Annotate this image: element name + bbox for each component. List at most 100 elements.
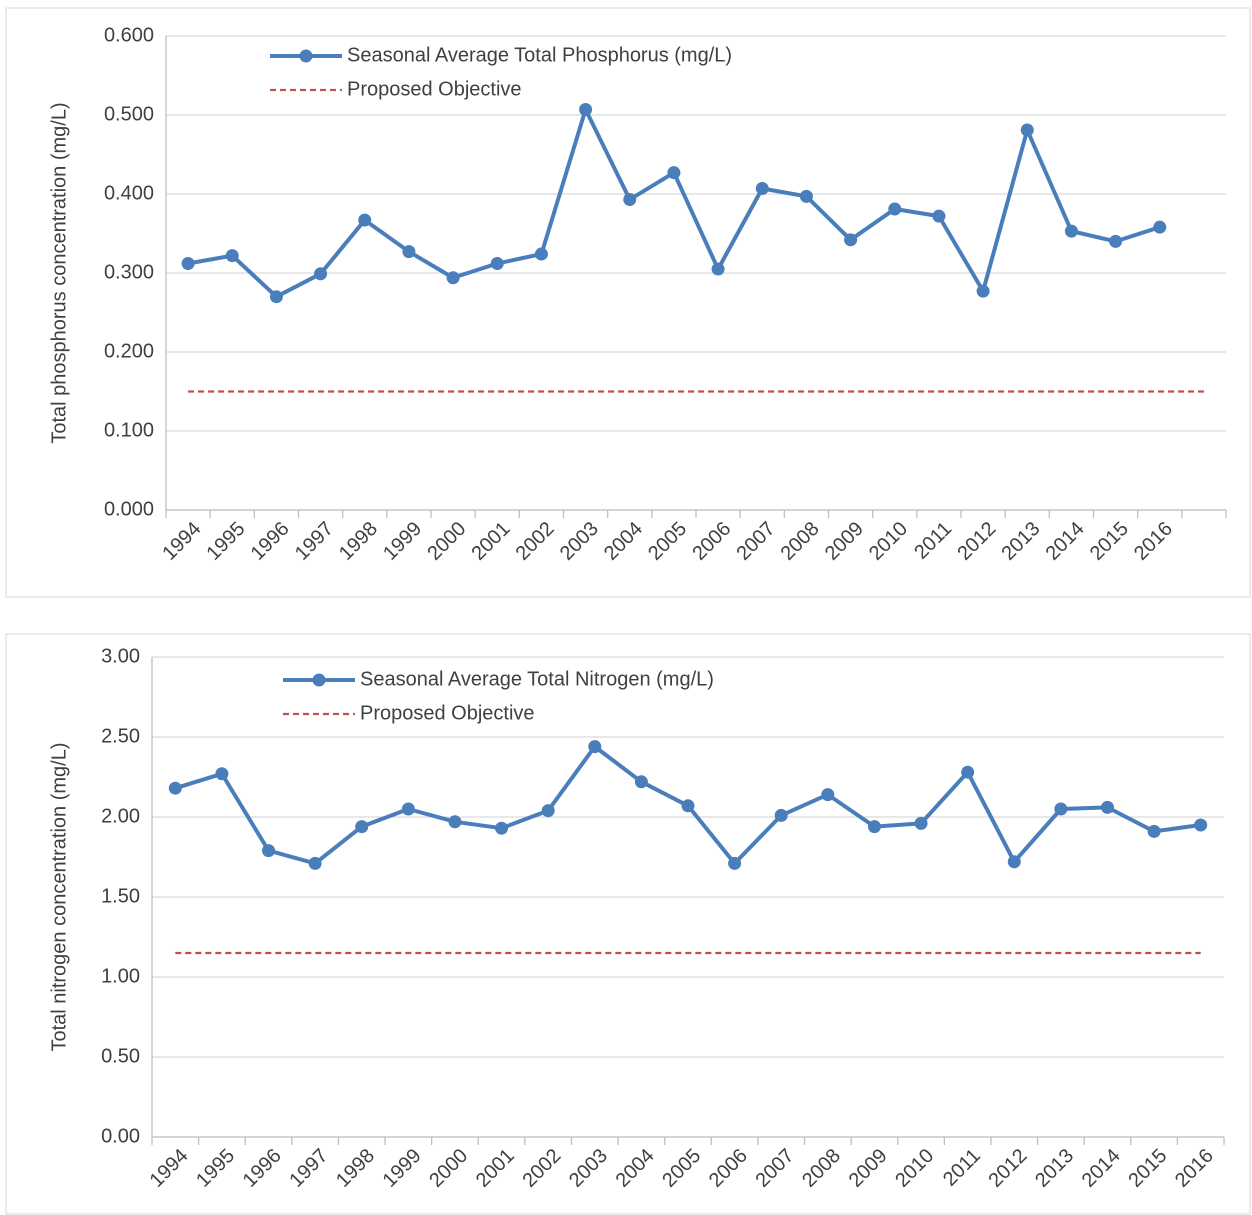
- x-tick-label: 2005: [658, 1145, 705, 1192]
- x-tick-label: 2000: [423, 518, 470, 565]
- y-tick-label: 0.300: [104, 261, 154, 283]
- data-point: [1020, 123, 1034, 137]
- data-point: [355, 820, 369, 834]
- x-tick-label: 2016: [1171, 1145, 1218, 1192]
- legend-marker: [299, 49, 313, 63]
- data-point: [728, 856, 742, 870]
- data-point: [799, 189, 813, 203]
- data-point: [1153, 220, 1167, 234]
- data-point: [534, 247, 548, 261]
- data-point: [623, 193, 637, 207]
- x-tick-label: 2009: [845, 1145, 892, 1192]
- data-point: [541, 804, 555, 818]
- data-point: [495, 821, 509, 835]
- x-tick-label: 2002: [512, 518, 559, 565]
- data-point: [1100, 800, 1114, 814]
- y-tick-label: 3.00: [101, 645, 140, 667]
- data-point: [579, 102, 593, 116]
- x-tick-label: 2007: [751, 1145, 798, 1192]
- x-tick-label: 2010: [891, 1145, 938, 1192]
- x-tick-label: 1994: [158, 518, 205, 565]
- x-tick-label: 1999: [379, 518, 426, 565]
- data-point: [711, 262, 725, 276]
- series-line: [187, 107, 1161, 299]
- y-tick-label: 2.50: [101, 725, 140, 747]
- x-tick-label: 2008: [798, 1145, 845, 1192]
- x-tick-label: 2008: [777, 518, 824, 565]
- x-tick-label: 2014: [1042, 518, 1089, 565]
- x-tick-label: 2002: [518, 1145, 565, 1192]
- data-point: [358, 213, 372, 227]
- data-point: [755, 181, 769, 195]
- x-tick-label: 1996: [239, 1145, 286, 1192]
- x-tick-label: 2011: [910, 518, 956, 564]
- x-tick-label: 2006: [705, 1145, 752, 1192]
- data-point: [888, 202, 902, 216]
- x-tick-label: 2001: [472, 1145, 519, 1192]
- y-tick-label: 0.000: [104, 498, 154, 520]
- y-tick-label: 2.00: [101, 805, 140, 827]
- data-point: [262, 844, 276, 858]
- x-tick-label: 2014: [1078, 1145, 1125, 1192]
- data-point: [961, 765, 975, 779]
- data-point: [1147, 824, 1161, 838]
- x-tick-label: 1997: [291, 518, 338, 565]
- data-point: [448, 815, 462, 829]
- y-axis-title: Total nitrogen concentration (mg/L): [48, 742, 70, 1051]
- y-tick-label: 0.400: [104, 182, 154, 204]
- x-tick-label: 2015: [1124, 1145, 1171, 1192]
- data-point: [1194, 818, 1208, 832]
- x-tick-label: 2012: [985, 1145, 1032, 1192]
- legend-label: Proposed Objective: [347, 78, 522, 100]
- x-tick-label: 1996: [247, 518, 294, 565]
- x-tick-label: 2010: [865, 518, 912, 565]
- x-tick-label: 1995: [192, 1145, 239, 1192]
- legend-marker: [312, 673, 326, 687]
- y-tick-label: 0.200: [104, 340, 154, 362]
- x-tick-label: 2013: [997, 518, 1044, 565]
- x-tick-label: 1998: [332, 1145, 379, 1192]
- x-tick-label: 2009: [821, 518, 868, 565]
- y-tick-label: 1.00: [101, 965, 140, 987]
- x-tick-label: 2000: [425, 1145, 472, 1192]
- data-point: [401, 802, 415, 816]
- data-point: [269, 290, 283, 304]
- y-axis-title: Total phosphorus concentration (mg/L): [48, 102, 70, 443]
- data-point: [490, 257, 504, 271]
- data-point: [308, 856, 322, 870]
- x-tick-label: 2001: [467, 518, 514, 565]
- data-point: [1007, 855, 1021, 869]
- x-tick-label: 1997: [285, 1145, 332, 1192]
- y-tick-label: 0.600: [104, 24, 154, 46]
- data-point: [402, 245, 416, 259]
- x-tick-label: 2016: [1130, 518, 1177, 565]
- data-point: [774, 808, 788, 822]
- data-point: [821, 788, 835, 802]
- x-tick-label: 2003: [565, 1145, 612, 1192]
- chart-frame: [5, 633, 1251, 1215]
- legend-label: Seasonal Average Total Phosphorus (mg/L): [347, 44, 732, 66]
- y-tick-label: 0.100: [104, 419, 154, 441]
- data-point: [681, 799, 695, 813]
- x-tick-label: 2011: [939, 1145, 985, 1191]
- legend-label: Proposed Objective: [360, 702, 535, 724]
- x-tick-label: 2015: [1086, 518, 1133, 565]
- data-point: [181, 257, 195, 271]
- data-point: [914, 816, 928, 830]
- x-tick-label: 2007: [732, 518, 779, 565]
- data-point: [168, 781, 182, 795]
- x-tick-label: 1998: [335, 518, 382, 565]
- data-point: [314, 267, 328, 281]
- data-point: [215, 767, 229, 781]
- data-point: [932, 209, 946, 223]
- data-point: [976, 284, 990, 298]
- data-point: [1109, 234, 1123, 248]
- data-point: [446, 271, 460, 285]
- x-tick-label: 2013: [1031, 1145, 1078, 1192]
- chart-frame: [5, 7, 1251, 598]
- x-tick-label: 2005: [644, 518, 691, 565]
- data-point: [634, 775, 648, 789]
- y-tick-label: 0.50: [101, 1045, 140, 1067]
- x-tick-label: 2004: [600, 518, 647, 565]
